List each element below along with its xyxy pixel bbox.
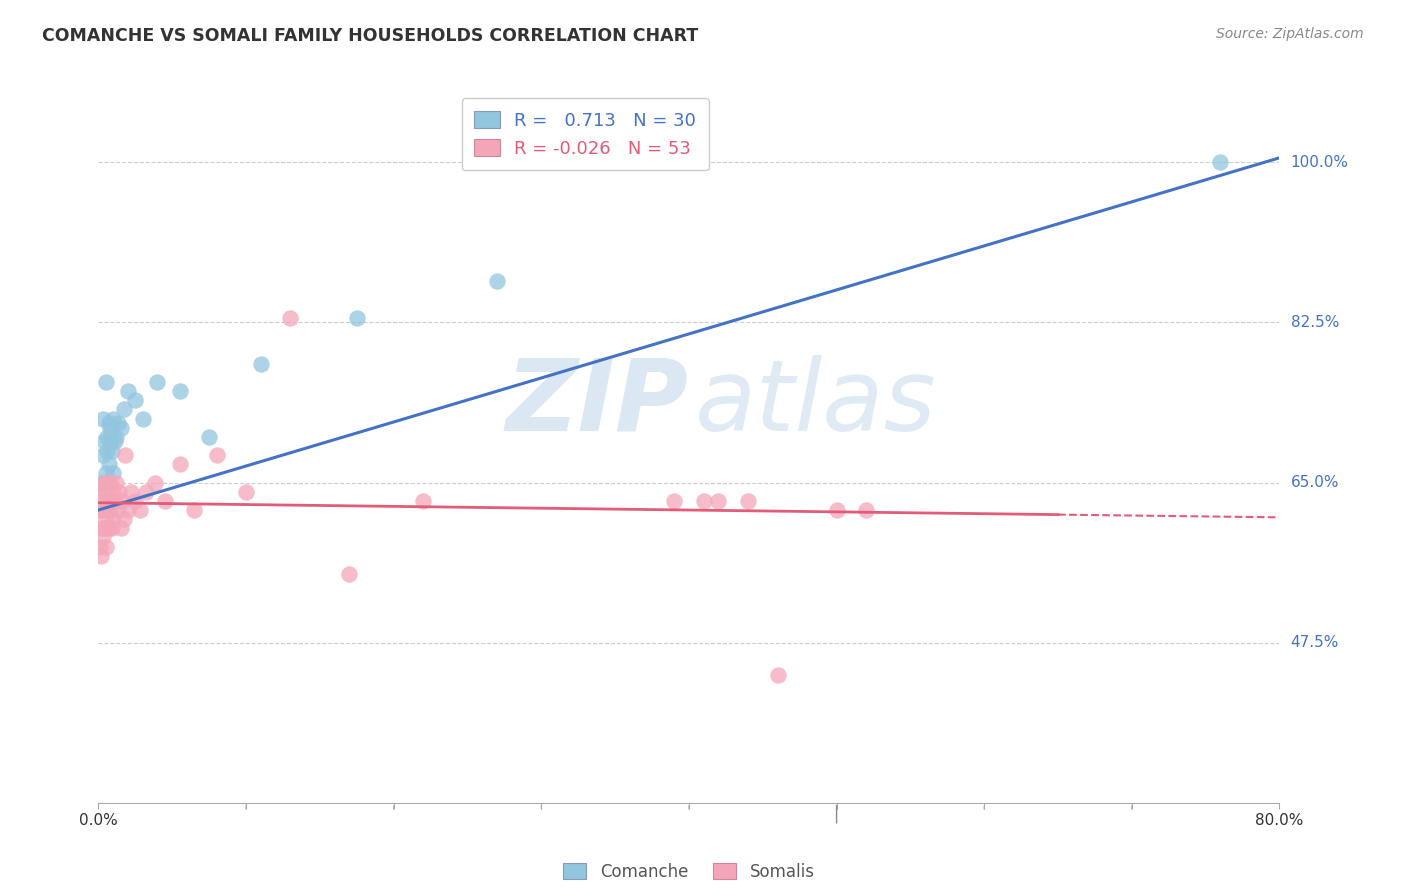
- Point: [124, 494, 146, 508]
- Point: [104, 494, 127, 508]
- Point: [169, 458, 191, 472]
- Point: [93, 434, 115, 449]
- Point: [90, 549, 112, 563]
- Point: [98, 434, 121, 449]
- Text: atlas: atlas: [695, 355, 936, 451]
- Point: [96, 521, 118, 535]
- Point: [114, 448, 136, 462]
- Text: 82.5%: 82.5%: [1291, 315, 1339, 330]
- Point: [96, 443, 118, 458]
- Point: [664, 494, 686, 508]
- Point: [105, 475, 128, 490]
- Point: [737, 494, 759, 508]
- Point: [412, 494, 434, 508]
- Point: [94, 467, 117, 481]
- Point: [97, 416, 120, 430]
- Point: [94, 512, 117, 526]
- Point: [693, 494, 716, 508]
- Point: [825, 503, 848, 517]
- Point: [100, 494, 122, 508]
- Point: [94, 484, 117, 499]
- Point: [91, 448, 114, 462]
- Point: [198, 430, 221, 444]
- Point: [97, 458, 120, 472]
- Point: [100, 443, 122, 458]
- Text: Source: ZipAtlas.com: Source: ZipAtlas.com: [1216, 27, 1364, 41]
- Point: [96, 475, 118, 490]
- Point: [107, 416, 129, 430]
- Point: [98, 475, 121, 490]
- Point: [107, 503, 129, 517]
- Point: [93, 475, 115, 490]
- Point: [103, 512, 125, 526]
- Point: [112, 402, 135, 417]
- Point: [96, 503, 118, 517]
- Point: [117, 503, 139, 517]
- Point: [205, 448, 228, 462]
- Point: [486, 274, 509, 288]
- Point: [1209, 155, 1232, 169]
- Point: [90, 475, 112, 490]
- Point: [250, 357, 273, 371]
- Point: [103, 484, 125, 499]
- Point: [89, 503, 111, 517]
- Point: [112, 512, 135, 526]
- Point: [120, 484, 142, 499]
- Point: [707, 494, 730, 508]
- Point: [93, 521, 115, 535]
- Legend: Comanche, Somalis: Comanche, Somalis: [557, 856, 821, 888]
- Text: 47.5%: 47.5%: [1291, 635, 1339, 650]
- Point: [89, 540, 111, 554]
- Point: [98, 503, 121, 517]
- Point: [153, 494, 176, 508]
- Point: [235, 484, 257, 499]
- Point: [110, 521, 132, 535]
- Point: [98, 420, 121, 434]
- Text: ZIP: ZIP: [506, 355, 689, 451]
- Point: [91, 411, 114, 425]
- Point: [90, 484, 112, 499]
- Point: [91, 494, 114, 508]
- Point: [124, 393, 146, 408]
- Point: [169, 384, 191, 398]
- Point: [97, 494, 120, 508]
- Point: [94, 375, 117, 389]
- Point: [97, 521, 120, 535]
- Point: [337, 567, 360, 582]
- Text: COMANCHE VS SOMALI FAMILY HOUSEHOLDS CORRELATION CHART: COMANCHE VS SOMALI FAMILY HOUSEHOLDS COR…: [42, 27, 699, 45]
- Point: [91, 503, 114, 517]
- Point: [135, 484, 157, 499]
- Point: [132, 411, 155, 425]
- Point: [346, 310, 368, 325]
- Point: [143, 475, 166, 490]
- Text: 100.0%: 100.0%: [1291, 155, 1348, 169]
- Point: [94, 540, 117, 554]
- Point: [855, 503, 877, 517]
- Point: [108, 484, 131, 499]
- Point: [183, 503, 205, 517]
- Point: [110, 420, 132, 434]
- Point: [100, 521, 122, 535]
- Point: [103, 411, 125, 425]
- Point: [105, 430, 128, 444]
- Point: [104, 434, 127, 449]
- Point: [111, 494, 134, 508]
- Point: [91, 531, 114, 545]
- Point: [96, 430, 118, 444]
- Point: [128, 503, 150, 517]
- Point: [278, 310, 302, 325]
- Text: 65.0%: 65.0%: [1291, 475, 1339, 490]
- Point: [90, 521, 112, 535]
- Point: [766, 667, 789, 681]
- Point: [117, 384, 139, 398]
- Point: [103, 467, 125, 481]
- Point: [146, 375, 169, 389]
